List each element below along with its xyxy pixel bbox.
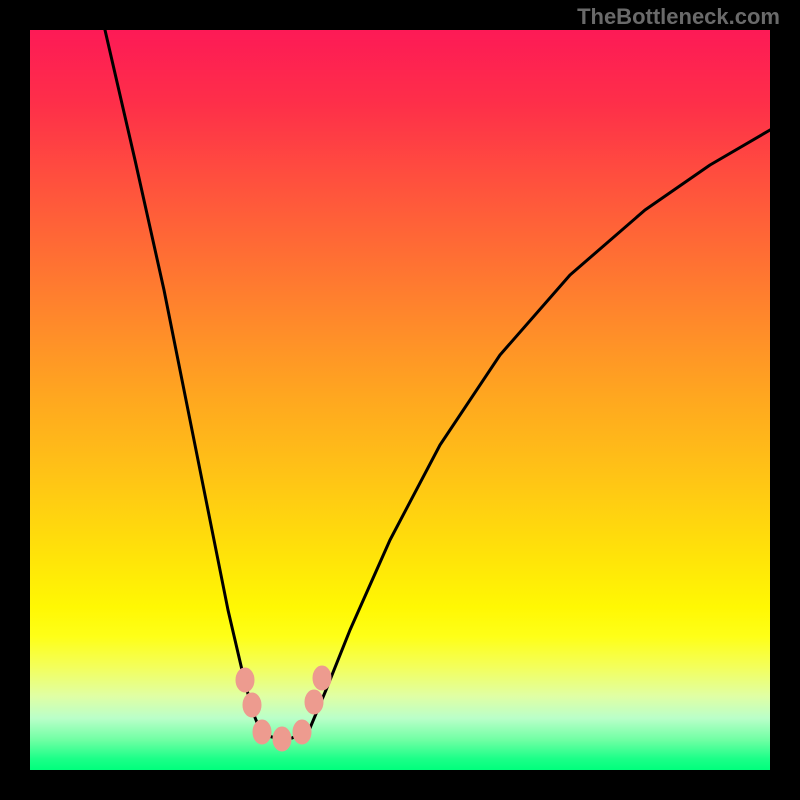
gradient-background (30, 30, 770, 770)
plot-area (30, 30, 770, 770)
watermark-text: TheBottleneck.com (577, 4, 780, 30)
